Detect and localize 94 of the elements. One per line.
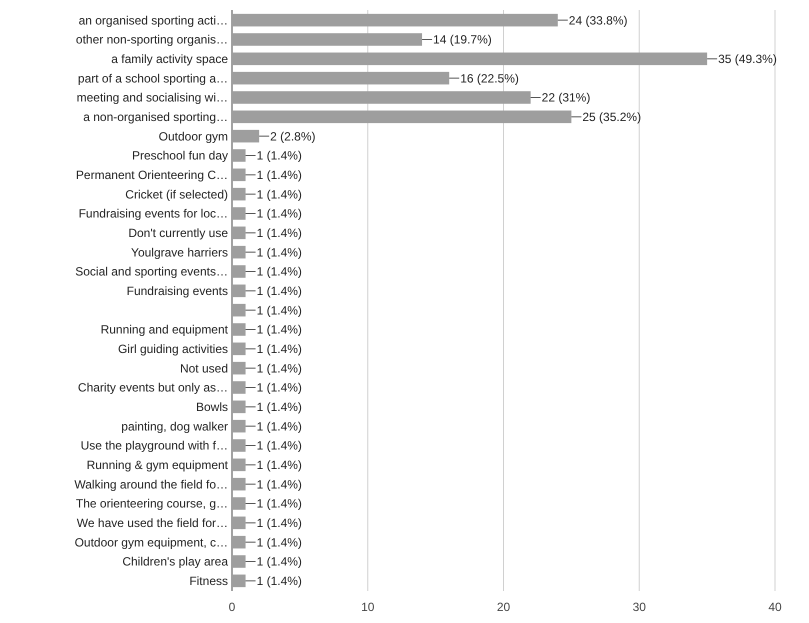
y-tick-label: Not used <box>180 361 228 376</box>
bar <box>232 439 246 452</box>
y-tick-label: part of a school sporting a… <box>78 71 228 86</box>
data-label: 1 (1.4%) <box>256 554 302 569</box>
bar <box>232 362 246 374</box>
bar <box>232 458 246 472</box>
y-tick-label: other non-sporting organis… <box>76 32 228 47</box>
y-tick-label: Youlgrave harriers <box>131 245 228 260</box>
data-label: 24 (33.8%) <box>568 13 628 28</box>
data-label: 14 (19.7%) <box>433 32 492 47</box>
data-label: 1 (1.4%) <box>256 206 302 221</box>
bar <box>232 342 246 356</box>
y-tick-label: Running and equipment <box>100 322 229 337</box>
bar <box>232 110 572 124</box>
y-tick-label: Fitness <box>189 574 228 588</box>
data-label: 1 (1.4%) <box>256 187 302 202</box>
data-label: 1 (1.4%) <box>256 516 302 530</box>
bar <box>232 555 246 568</box>
data-label: 1 (1.4%) <box>256 322 302 337</box>
bar <box>232 516 246 530</box>
y-tick-label: Cricket (if selected) <box>125 187 228 202</box>
data-label: 1 (1.4%) <box>256 400 302 414</box>
bar <box>232 381 246 394</box>
bar <box>232 304 246 316</box>
data-label: 1 (1.4%) <box>256 245 302 260</box>
y-tick-label: Outdoor gym equipment, c… <box>74 535 228 550</box>
y-tick-label: Social and sporting events… <box>75 264 228 279</box>
bar <box>232 149 246 162</box>
y-tick-label: Bowls <box>196 400 228 414</box>
y-tick-label: Preschool fun day <box>132 148 228 163</box>
data-label: 1 (1.4%) <box>256 342 302 356</box>
y-tick-label: painting, dog walker <box>121 419 228 434</box>
bar <box>232 168 246 182</box>
bar <box>232 536 246 548</box>
y-tick-label: Running & gym equipment <box>86 458 229 472</box>
data-label: 1 (1.4%) <box>256 264 302 279</box>
data-label: 16 (22.5%) <box>460 71 519 86</box>
bar <box>232 91 531 104</box>
y-tick-label: The orienteering course, g… <box>76 496 228 511</box>
data-label: 1 (1.4%) <box>256 477 302 492</box>
y-tick-label: Girl guiding activities <box>118 342 228 356</box>
data-label: 1 (1.4%) <box>256 574 302 588</box>
bar <box>232 52 708 66</box>
data-label: 1 (1.4%) <box>256 535 302 550</box>
bar <box>232 323 246 336</box>
y-tick-label: Children's play area <box>122 554 228 569</box>
bar <box>232 497 246 510</box>
y-tick-label: an organised sporting acti… <box>78 13 228 28</box>
y-tick-label: a non-organised sporting… <box>83 110 228 124</box>
y-tick-label: a family activity space <box>111 52 228 66</box>
bar <box>232 33 422 46</box>
bar <box>232 478 246 490</box>
bar <box>232 284 246 298</box>
bar <box>232 420 246 432</box>
data-label: 1 (1.4%) <box>256 168 302 182</box>
y-tick-label: Walking around the field fo… <box>74 477 228 492</box>
bar <box>232 574 246 588</box>
data-label: 2 (2.8%) <box>270 129 316 144</box>
bar <box>232 130 260 142</box>
bar <box>232 265 246 278</box>
bar <box>232 246 246 258</box>
data-label: 1 (1.4%) <box>256 458 302 472</box>
y-tick-label: We have used the field for… <box>76 516 228 530</box>
y-tick-label: Fundraising events for loc… <box>78 206 228 221</box>
data-label: 1 (1.4%) <box>256 226 302 240</box>
x-tick-label: 10 <box>361 600 375 614</box>
x-tick-label: 30 <box>632 600 646 614</box>
x-tick-label: 40 <box>768 600 782 614</box>
bar <box>232 72 450 84</box>
data-label: 1 (1.4%) <box>256 419 302 434</box>
y-tick-label: Don't currently use <box>128 226 228 240</box>
bar <box>232 226 246 240</box>
data-label: 1 (1.4%) <box>256 361 302 376</box>
data-label: 1 (1.4%) <box>256 303 302 318</box>
bar <box>232 400 246 414</box>
x-tick-label: 20 <box>496 600 510 614</box>
data-label: 25 (35.2%) <box>582 110 642 124</box>
data-label: 22 (31%) <box>542 90 590 105</box>
data-label: 1 (1.4%) <box>256 284 302 298</box>
x-tick-label: 0 <box>228 600 236 614</box>
bar <box>232 14 558 26</box>
data-label: 1 (1.4%) <box>256 380 302 395</box>
y-tick-label: Use the playground with f… <box>80 438 228 453</box>
y-tick-label: meeting and socialising wi… <box>76 90 228 105</box>
y-tick-label: Permanent Orienteering C… <box>76 168 228 182</box>
data-label: 1 (1.4%) <box>256 438 302 453</box>
bar <box>232 207 246 220</box>
data-label: 35 (49.3%) <box>718 52 777 66</box>
data-label: 1 (1.4%) <box>256 148 302 163</box>
y-tick-label: Outdoor gym <box>158 129 228 144</box>
y-tick-label: Charity events but only as… <box>78 380 228 395</box>
data-label: 1 (1.4%) <box>256 496 302 511</box>
y-tick-label: Fundraising events <box>126 284 228 298</box>
bar <box>232 188 246 200</box>
